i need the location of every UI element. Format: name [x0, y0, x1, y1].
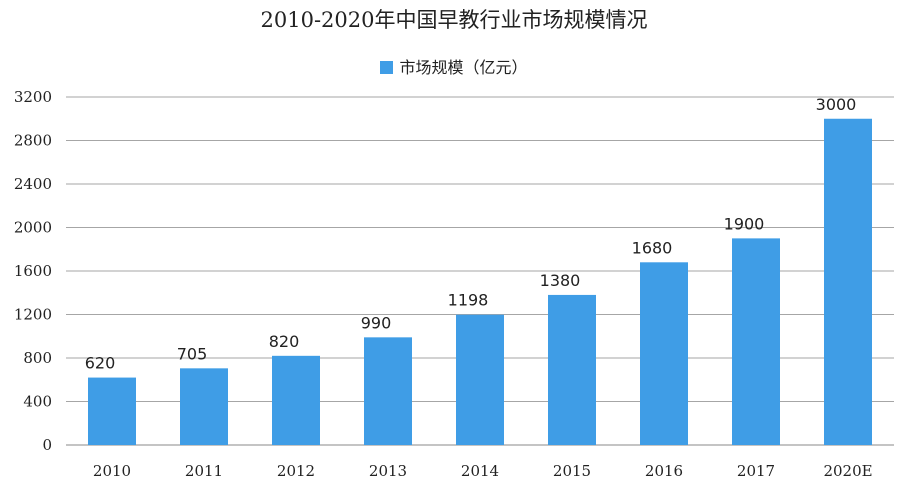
data-label: 620: [85, 354, 116, 373]
data-label: 1380: [540, 271, 581, 290]
data-label: 820: [269, 332, 300, 351]
x-tick-label: 2012: [277, 462, 315, 480]
bar: [640, 262, 688, 445]
y-tick-label: 0: [42, 436, 52, 454]
legend-label: 市场规模（亿元）: [399, 58, 528, 77]
y-tick-label: 1200: [14, 306, 52, 324]
x-tick-label: 2020E: [823, 462, 872, 480]
x-tick-label: 2010: [93, 462, 131, 480]
y-tick-label: 2800: [14, 132, 52, 150]
data-label: 1900: [724, 214, 765, 233]
bar: [732, 238, 780, 445]
data-label: 1680: [632, 238, 673, 257]
y-tick-label: 400: [23, 393, 52, 411]
y-tick-label: 3200: [14, 88, 52, 106]
data-label: 705: [177, 344, 208, 363]
legend: 市场规模（亿元）: [0, 54, 908, 78]
y-tick-label: 800: [23, 349, 52, 367]
chart-title: 2010-2020年中国早教行业市场规模情况: [260, 8, 648, 32]
bar: [364, 337, 412, 445]
bar: [88, 377, 136, 445]
x-tick-label: 2014: [461, 462, 499, 480]
bar: [456, 314, 504, 445]
bar: [180, 368, 228, 445]
x-tick-label: 2015: [553, 462, 591, 480]
x-tick-label: 2011: [185, 462, 223, 480]
x-tick-label: 2017: [737, 462, 775, 480]
legend-swatch: [380, 61, 394, 74]
y-tick-label: 2000: [14, 219, 52, 237]
y-tick-label: 1600: [14, 262, 52, 280]
data-label: 1198: [448, 291, 489, 310]
bar: [272, 355, 320, 445]
data-label: 3000: [816, 95, 857, 114]
x-tick-label: 2016: [645, 462, 683, 480]
x-tick-label: 2013: [369, 462, 407, 480]
data-label: 990: [361, 313, 392, 332]
bar: [824, 118, 872, 445]
bar: [548, 294, 596, 445]
y-tick-label: 2400: [14, 175, 52, 193]
